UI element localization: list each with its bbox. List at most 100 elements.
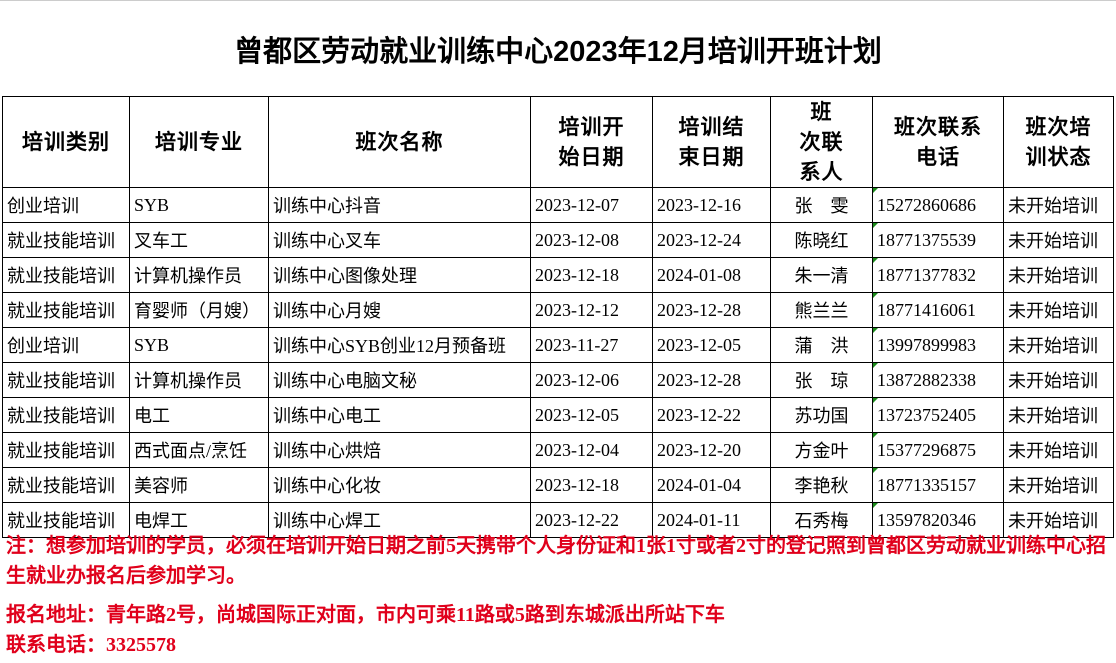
cell-contact-person[interactable]: 张 琼: [770, 362, 873, 398]
cell-contact-person[interactable]: 李艳秋: [770, 467, 873, 503]
table-row: 就业技能培训 电焊工 训练中心焊工 2023-12-22 2024-01-11 石秀梅 13…: [2, 502, 1114, 538]
cell-end-date[interactable]: 2023-12-24: [652, 222, 771, 258]
cell-contact-phone[interactable]: 13723752405: [872, 397, 1004, 433]
table-row: 就业技能培训 西式面点/烹饪 训练中心烘焙 2023-12-04 2023-12-20 方…: [2, 432, 1114, 468]
cell-category[interactable]: 就业技能培训: [2, 467, 130, 503]
cell-major[interactable]: 计算机操作员: [129, 257, 269, 293]
cell-class-name[interactable]: 训练中心抖音: [268, 187, 531, 223]
cell-contact-phone[interactable]: 13872882338: [872, 362, 1004, 398]
cell-end-date[interactable]: 2024-01-04: [652, 467, 771, 503]
cell-category[interactable]: 创业培训: [2, 327, 130, 363]
cell-start-date[interactable]: 2023-12-04: [530, 432, 653, 468]
cell-category[interactable]: 就业技能培训: [2, 362, 130, 398]
table-row: 就业技能培训 计算机操作员 训练中心电脑文秘 2023-12-06 2023-12-28…: [2, 362, 1114, 398]
cell-status[interactable]: 未开始培训: [1003, 432, 1114, 468]
cell-contact-person[interactable]: 苏功国: [770, 397, 873, 433]
header-major: 培训专业: [129, 96, 269, 188]
cell-status[interactable]: 未开始培训: [1003, 467, 1114, 503]
cell-status[interactable]: 未开始培训: [1003, 397, 1114, 433]
cell-contact-phone[interactable]: 13997899983: [872, 327, 1004, 363]
cell-class-name[interactable]: 训练中心月嫂: [268, 292, 531, 328]
table-row: 创业培训 SYB 训练中心SYB创业12月预备班 2023-11-27 2023-12-…: [2, 327, 1114, 363]
note-text: 注：想参加培训的学员，必须在培训开始日期之前5天携带个人身份证和1张1寸或者2寸…: [6, 535, 1106, 587]
cell-category[interactable]: 就业技能培训: [2, 292, 130, 328]
page-title: 曾都区劳动就业训练中心2023年12月培训开班计划: [0, 0, 1116, 96]
phone-text: 联系电话：3325578: [6, 634, 176, 656]
cell-major[interactable]: SYB: [129, 327, 269, 363]
cell-start-date[interactable]: 2023-12-12: [530, 292, 653, 328]
cell-end-date[interactable]: 2024-01-08: [652, 257, 771, 293]
cell-category[interactable]: 就业技能培训: [2, 222, 130, 258]
cell-start-date[interactable]: 2023-12-07: [530, 187, 653, 223]
header-row: 培训类别 培训专业 班次名称 培训开始日期 培训结束日期班 次联系人 班次联系电话 班次培训…: [2, 96, 1114, 188]
cell-category[interactable]: 就业技能培训: [2, 397, 130, 433]
cell-contact-person[interactable]: 方金叶: [770, 432, 873, 468]
cell-contact-phone[interactable]: 18771375539: [872, 222, 1004, 258]
cell-start-date[interactable]: 2023-12-08: [530, 222, 653, 258]
cell-contact-person[interactable]: 蒲 洪: [770, 327, 873, 363]
cell-major[interactable]: 电焊工: [129, 502, 269, 538]
cell-contact-person[interactable]: 熊兰兰: [770, 292, 873, 328]
cell-start-date[interactable]: 2023-12-22: [530, 502, 653, 538]
cell-status[interactable]: 未开始培训: [1003, 292, 1114, 328]
table-row: 就业技能培训 叉车工 训练中心叉车 2023-12-08 2023-12-24 陈晓红 18…: [2, 222, 1114, 258]
cell-major[interactable]: 西式面点/烹饪: [129, 432, 269, 468]
cell-contact-person[interactable]: 朱一清: [770, 257, 873, 293]
header-contact-person: 班 次联系人: [770, 96, 873, 188]
cell-start-date[interactable]: 2023-12-18: [530, 467, 653, 503]
header-category: 培训类别: [2, 96, 130, 188]
cell-class-name[interactable]: 训练中心电脑文秘: [268, 362, 531, 398]
cell-contact-phone[interactable]: 15377296875: [872, 432, 1004, 468]
cell-contact-phone[interactable]: 18771377832: [872, 257, 1004, 293]
cell-contact-person[interactable]: 张 雯: [770, 187, 873, 223]
header-end-date: 培训结束日期: [652, 96, 771, 188]
cell-status[interactable]: 未开始培训: [1003, 327, 1114, 363]
cell-contact-phone[interactable]: 18771416061: [872, 292, 1004, 328]
cell-end-date[interactable]: 2023-12-16: [652, 187, 771, 223]
table-row: 就业技能培训 电工 训练中心电工 2023-12-05 2023-12-22 苏功国 137…: [2, 397, 1114, 433]
cell-status[interactable]: 未开始培训: [1003, 187, 1114, 223]
cell-end-date[interactable]: 2023-12-05: [652, 327, 771, 363]
training-schedule-table: 培训类别 培训专业 班次名称 培训开始日期 培训结束日期班 次联系人 班次联系电话 班次培训…: [2, 96, 1114, 538]
cell-class-name[interactable]: 训练中心化妆: [268, 467, 531, 503]
cell-class-name[interactable]: 训练中心烘焙: [268, 432, 531, 468]
cell-start-date[interactable]: 2023-11-27: [530, 327, 653, 363]
cell-major[interactable]: 育婴师（月嫂）: [129, 292, 269, 328]
cell-end-date[interactable]: 2023-12-28: [652, 292, 771, 328]
cell-contact-phone[interactable]: 15272860686: [872, 187, 1004, 223]
table-row: 就业技能培训 育婴师（月嫂） 训练中心月嫂 2023-12-12 2023-12-28 熊…: [2, 292, 1114, 328]
cell-status[interactable]: 未开始培训: [1003, 362, 1114, 398]
cell-contact-phone[interactable]: 13597820346: [872, 502, 1004, 538]
cell-end-date[interactable]: 2023-12-28: [652, 362, 771, 398]
cell-major[interactable]: SYB: [129, 187, 269, 223]
cell-class-name[interactable]: 训练中心图像处理: [268, 257, 531, 293]
cell-category[interactable]: 就业技能培训: [2, 502, 130, 538]
cell-major[interactable]: 美容师: [129, 467, 269, 503]
cell-class-name[interactable]: 训练中心电工: [268, 397, 531, 433]
cell-contact-person[interactable]: 陈晓红: [770, 222, 873, 258]
cell-class-name[interactable]: 训练中心SYB创业12月预备班: [268, 327, 531, 363]
table-row: 创业培训 SYB 训练中心抖音 2023-12-07 2023-12-16 张 雯 1527…: [2, 187, 1114, 223]
cell-category[interactable]: 就业技能培训: [2, 257, 130, 293]
cell-status[interactable]: 未开始培训: [1003, 257, 1114, 293]
header-class-name: 班次名称: [268, 96, 531, 188]
cell-contact-phone[interactable]: 18771335157: [872, 467, 1004, 503]
cell-major[interactable]: 电工: [129, 397, 269, 433]
header-status: 班次培训状态: [1003, 96, 1114, 188]
header-contact-phone: 班次联系电话: [872, 96, 1004, 188]
header-start-date: 培训开始日期: [530, 96, 653, 188]
cell-start-date[interactable]: 2023-12-06: [530, 362, 653, 398]
cell-category[interactable]: 就业技能培训: [2, 432, 130, 468]
cell-status[interactable]: 未开始培训: [1003, 222, 1114, 258]
cell-major[interactable]: 叉车工: [129, 222, 269, 258]
cell-category[interactable]: 创业培训: [2, 187, 130, 223]
cell-start-date[interactable]: 2023-12-05: [530, 397, 653, 433]
table-row: 就业技能培训 美容师 训练中心化妆 2023-12-18 2024-01-04 李艳秋 18…: [2, 467, 1114, 503]
table-row: 就业技能培训 计算机操作员 训练中心图像处理 2023-12-18 2024-01-08…: [2, 257, 1114, 293]
cell-class-name[interactable]: 训练中心叉车: [268, 222, 531, 258]
cell-major[interactable]: 计算机操作员: [129, 362, 269, 398]
cell-status[interactable]: 未开始培训: [1003, 502, 1114, 538]
cell-end-date[interactable]: 2023-12-20: [652, 432, 771, 468]
cell-end-date[interactable]: 2023-12-22: [652, 397, 771, 433]
cell-start-date[interactable]: 2023-12-18: [530, 257, 653, 293]
